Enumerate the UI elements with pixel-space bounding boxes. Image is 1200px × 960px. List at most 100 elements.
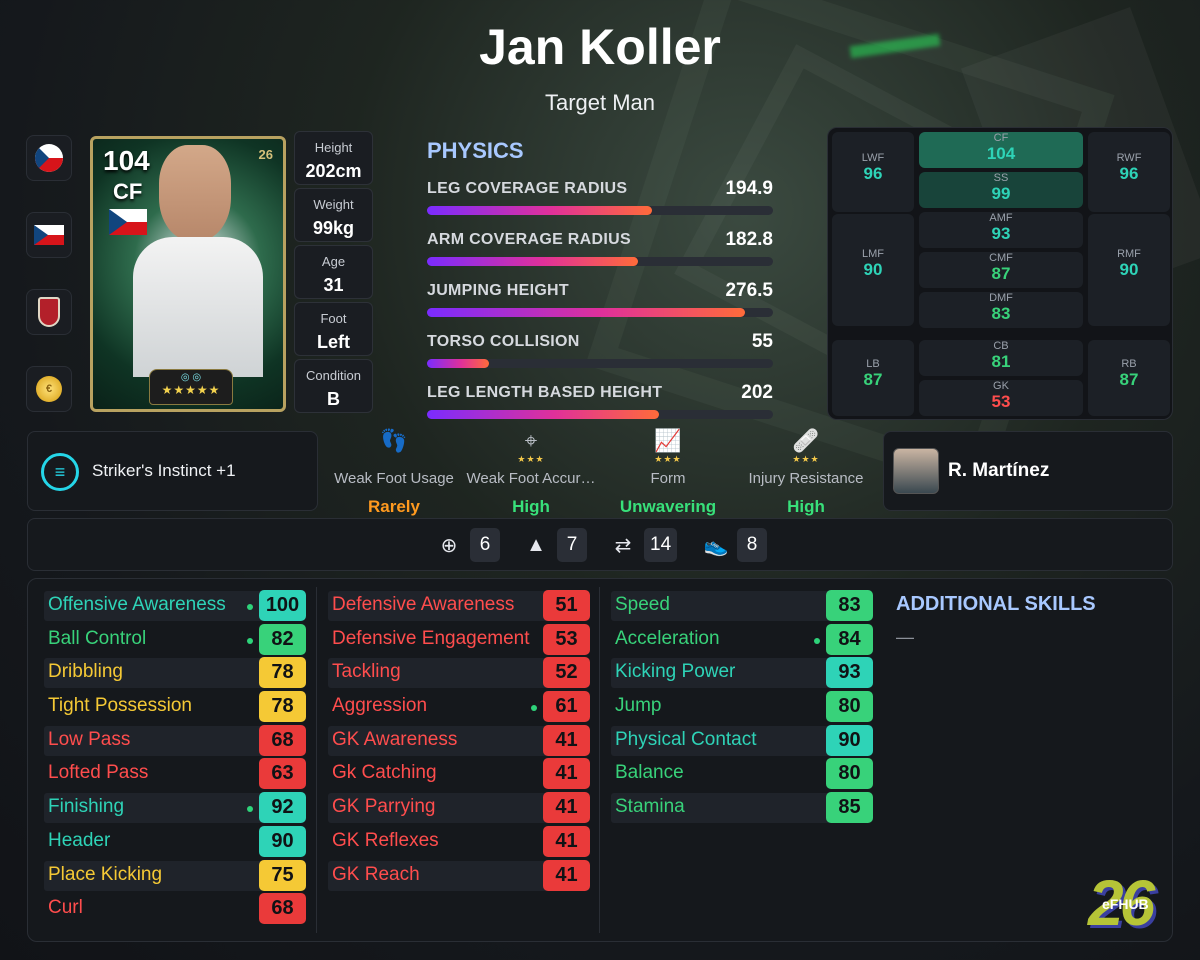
info-label: Condition xyxy=(306,368,361,383)
pos-cell-lmf[interactable]: LMF 90 xyxy=(832,214,914,326)
pos-value-rb: 87 xyxy=(1119,370,1139,389)
stat-value: 93 xyxy=(826,657,873,689)
pos-cell-rwf[interactable]: RWF 96 xyxy=(1088,132,1170,212)
physics-bar-fill xyxy=(427,308,746,317)
form-chart-icon: 📈 xyxy=(654,428,682,453)
player-card[interactable]: 104 CF 26 ◎ ◎ ★★★★★ xyxy=(90,136,286,412)
stat-value: 92 xyxy=(259,792,306,824)
stat-row: Tackling 52 xyxy=(328,656,591,690)
physics-bar-fill xyxy=(427,359,490,368)
counter-boot: 👟 8 xyxy=(703,528,767,562)
info-value: 99kg xyxy=(312,218,355,238)
trait-weak-foot-usage: 👣 Weak Foot Usage Rarely xyxy=(325,428,463,517)
additional-skills-value: — xyxy=(896,627,914,647)
stat-value: 68 xyxy=(259,724,306,756)
pos-cell-cmf[interactable]: CMF 87 xyxy=(919,252,1083,288)
physics-title: PHYSICS xyxy=(427,138,524,163)
pos-cell-rmf[interactable]: RMF 90 xyxy=(1088,214,1170,326)
stat-row: Dribbling 78 xyxy=(44,656,307,690)
stat-row: Jump 80 xyxy=(611,690,874,724)
info-height: Height 202cm xyxy=(294,131,373,185)
stat-name: Ball Control xyxy=(48,627,147,649)
pos-cell-dmf[interactable]: DMF 83 xyxy=(919,292,1083,328)
stat-row: Kicking Power 93 xyxy=(611,656,874,690)
player-skill-box[interactable]: ≡ Striker's Instinct +1 xyxy=(27,431,318,511)
stat-row-bg xyxy=(611,725,839,756)
stat-row: Finishing 92 xyxy=(44,791,307,825)
stat-name: Stamina xyxy=(615,796,685,818)
pos-cell-lwf[interactable]: LWF 96 xyxy=(832,132,914,212)
counter-swap: ⇄ 14 xyxy=(610,528,678,562)
target-icon: ⊕ xyxy=(440,534,458,557)
trait-label: Weak Foot Usage xyxy=(334,470,454,487)
pos-value-rwf: 96 xyxy=(1119,164,1139,183)
info-value: 202cm xyxy=(305,161,362,181)
pos-cell-rb[interactable]: RB 87 xyxy=(1088,340,1170,416)
stat-name: Acceleration xyxy=(615,627,720,649)
stat-name: GK Parrying xyxy=(332,796,436,818)
physics-panel: PHYSICS LEG COVERAGE RADIUS 194.9 ARM COVE… xyxy=(427,138,777,431)
stat-value: 84 xyxy=(826,623,873,655)
nationality-button[interactable] xyxy=(26,135,72,181)
trait-form: 📈 ★★★ Form Unwavering xyxy=(599,428,737,517)
stat-value: 78 xyxy=(259,691,306,723)
pos-label: SS xyxy=(993,172,1009,184)
pos-cell-ss[interactable]: SS 99 xyxy=(919,172,1083,208)
trait-value: High xyxy=(512,497,550,516)
manager-name: R. Martínez xyxy=(948,460,1050,481)
counter-bar: ⊕ 6 ▲ 7 ⇄ 14 👟 8 xyxy=(27,518,1173,571)
physics-bar-track xyxy=(427,359,773,368)
pos-label: RB xyxy=(1121,358,1137,370)
crosshair-icon: ⌖ xyxy=(524,428,538,453)
physics-row: LEG LENGTH BASED HEIGHT 202 xyxy=(427,380,777,431)
manager-box[interactable]: R. Martínez xyxy=(883,431,1173,511)
country-button[interactable] xyxy=(26,212,72,258)
bandage-icon: 🩹 xyxy=(792,428,820,453)
coin-button[interactable]: € xyxy=(26,366,72,412)
stat-value: 41 xyxy=(543,859,590,891)
trait-value: Rarely xyxy=(368,497,420,516)
stat-row: GK Awareness 41 xyxy=(328,724,591,758)
stat-value: 41 xyxy=(543,724,590,756)
footprint-icon: 👣 xyxy=(380,428,408,453)
boost-dot-icon xyxy=(247,604,253,610)
pos-label: LB xyxy=(866,358,880,370)
club-button[interactable] xyxy=(26,289,72,335)
stat-value: 90 xyxy=(259,825,306,857)
pos-cell-amf[interactable]: AMF 93 xyxy=(919,212,1083,248)
physics-label: JUMPING HEIGHT xyxy=(427,282,569,299)
swap-icon: ⇄ xyxy=(614,534,632,557)
pos-cell-gk[interactable]: GK 53 xyxy=(919,380,1083,416)
stat-row: Header 90 xyxy=(44,825,307,859)
physics-label: TORSO COLLISION xyxy=(427,333,580,350)
stat-row: Offensive Awareness 100 xyxy=(44,589,307,623)
pos-label: RMF xyxy=(1117,248,1141,260)
stat-name: Balance xyxy=(615,762,684,784)
pos-cell-cf[interactable]: CF 104 xyxy=(919,132,1083,168)
pos-label: CF xyxy=(993,132,1009,144)
player-name: Jan Koller xyxy=(479,19,721,75)
stat-row-bg xyxy=(328,793,556,824)
trait-stars xyxy=(325,454,463,466)
pos-label: LMF xyxy=(862,248,884,260)
stat-name: Lofted Pass xyxy=(48,762,149,784)
column-divider xyxy=(316,587,317,933)
boot-icon: 👟 xyxy=(703,534,729,557)
stat-value: 78 xyxy=(259,657,306,689)
stat-name: Header xyxy=(48,829,111,851)
pos-label: RWF xyxy=(1116,152,1142,164)
stat-name: Place Kicking xyxy=(48,863,163,885)
pos-cell-cb[interactable]: CB 81 xyxy=(919,340,1083,376)
stat-row: Balance 80 xyxy=(611,757,874,791)
watermark-number: 26 xyxy=(1088,867,1155,939)
physics-row: ARM COVERAGE RADIUS 182.8 xyxy=(427,227,777,278)
counter-value: 8 xyxy=(737,528,767,562)
physics-value: 182.8 xyxy=(725,229,773,250)
stat-row-bg xyxy=(328,725,556,756)
counter-value: 14 xyxy=(644,528,678,562)
pos-cell-lb[interactable]: LB 87 xyxy=(832,340,914,416)
counter-cone: ▲ 7 xyxy=(523,528,587,562)
info-value: Left xyxy=(317,332,350,352)
stat-value: 83 xyxy=(826,590,873,621)
physics-bar-track xyxy=(427,206,773,215)
